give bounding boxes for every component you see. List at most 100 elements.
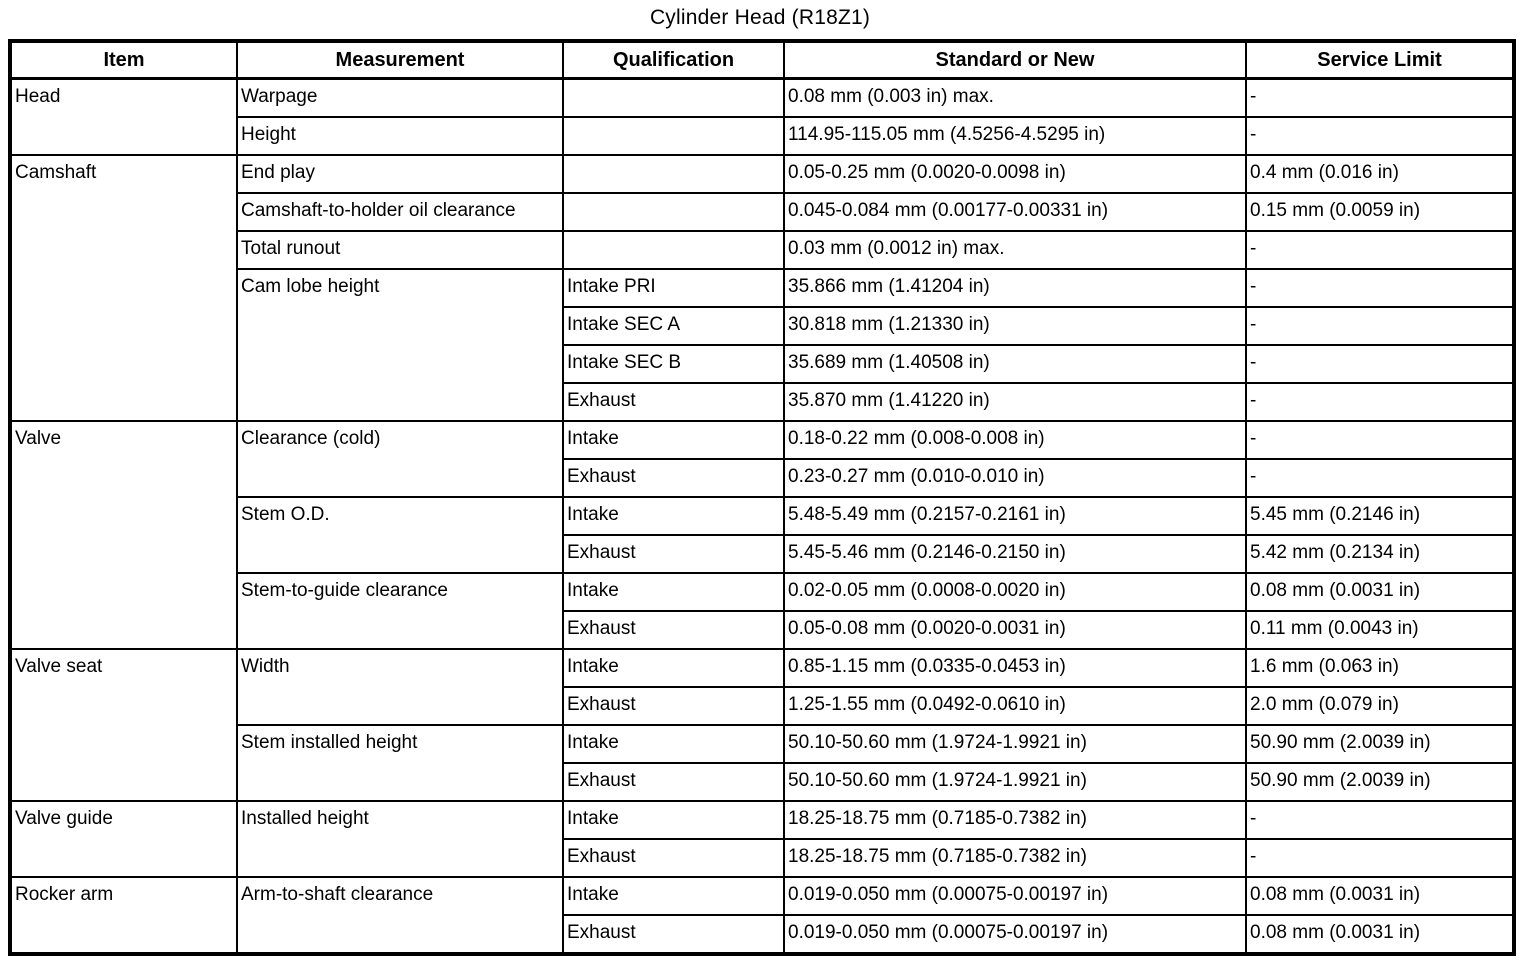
qualification-cell: Intake bbox=[562, 876, 785, 916]
table-row: Valve Clearance (cold) Intake 0.18-0.22 mm … bbox=[9, 420, 1515, 650]
measurement-cell: Total runout bbox=[236, 230, 564, 270]
table-row: Head Warpage 0.08 mm (0.003 in) max. - bbox=[9, 77, 1515, 156]
qualification-cell: Intake PRI bbox=[562, 268, 785, 308]
service-limit-cell: 0.08 mm (0.0031 in) bbox=[1245, 572, 1515, 612]
standard-cell: 18.25-18.75 mm (0.7185-0.7382 in) bbox=[783, 800, 1247, 840]
table-row: Valve guide Installed height Intake 18.25-1… bbox=[9, 800, 1515, 878]
measurement-cell: End play bbox=[236, 154, 564, 194]
standard-cell: 1.25-1.55 mm (0.0492-0.0610 in) bbox=[783, 686, 1247, 726]
measurement-cell: Camshaft-to-holder oil clearance bbox=[236, 192, 564, 232]
qualification-cell bbox=[562, 192, 785, 232]
standard-cell: 0.045-0.084 mm (0.00177-0.00331 in) bbox=[783, 192, 1247, 232]
qualification-cell: Intake bbox=[562, 648, 785, 688]
header-service-limit: Service Limit bbox=[1245, 40, 1515, 80]
measurement-cell: Height bbox=[236, 116, 564, 156]
measurement-cell: Stem O.D. bbox=[236, 496, 564, 574]
service-limit-cell: 2.0 mm (0.079 in) bbox=[1245, 686, 1515, 726]
measurement-cell: Width bbox=[236, 648, 564, 726]
spec-table: Item Measurement Qualification Standard … bbox=[8, 39, 1516, 956]
standard-cell: 5.45-5.46 mm (0.2146-0.2150 in) bbox=[783, 534, 1247, 574]
standard-cell: 18.25-18.75 mm (0.7185-0.7382 in) bbox=[783, 838, 1247, 878]
table-row: Intake SEC B 35.689 mm (1.40508 in) - bbox=[10, 344, 1515, 384]
measurement-cell: Warpage bbox=[236, 77, 564, 118]
table-row: Exhaust 5.45-5.46 mm (0.2146-0.2150 in) 5.… bbox=[10, 534, 1515, 574]
service-limit-cell: - bbox=[1245, 382, 1515, 422]
service-limit-cell: 1.6 mm (0.063 in) bbox=[1245, 648, 1515, 688]
measurement-cell: Clearance (cold) bbox=[236, 420, 564, 498]
qualification-cell: Exhaust bbox=[562, 382, 785, 422]
header-qualification: Qualification bbox=[562, 40, 785, 80]
service-limit-cell: - bbox=[1245, 306, 1515, 346]
service-limit-cell: 0.08 mm (0.0031 in) bbox=[1245, 876, 1515, 916]
standard-cell: 0.02-0.05 mm (0.0008-0.0020 in) bbox=[783, 572, 1247, 612]
service-limit-cell: 5.45 mm (0.2146 in) bbox=[1245, 496, 1515, 536]
qualification-cell bbox=[562, 154, 785, 194]
service-limit-cell: - bbox=[1245, 230, 1515, 270]
table-row: Stem-to-guide clearance Intake 0.02-0.05 m… bbox=[10, 572, 1515, 650]
qualification-cell: Exhaust bbox=[562, 534, 785, 574]
table-row: Camshaft End play 0.05-0.25 mm (0.0020-0.0… bbox=[9, 154, 1515, 422]
qualification-cell: Exhaust bbox=[562, 762, 785, 802]
standard-cell: 0.019-0.050 mm (0.00075-0.00197 in) bbox=[783, 914, 1247, 955]
measurement-cell: Stem installed height bbox=[236, 724, 564, 802]
service-limit-cell: 0.11 mm (0.0043 in) bbox=[1245, 610, 1515, 650]
service-limit-cell: - bbox=[1245, 268, 1515, 308]
item-cell: Rocker arm bbox=[9, 876, 238, 955]
table-row: Stem O.D. Intake 5.48-5.49 mm (0.2157-0.21… bbox=[10, 496, 1515, 574]
table-row: Cam lobe height Intake PRI 35.866 mm (1.41… bbox=[10, 268, 1515, 422]
table-row: Exhaust 18.25-18.75 mm (0.7185-0.7382 in)… bbox=[10, 838, 1515, 878]
qualification-cell: Exhaust bbox=[562, 458, 785, 498]
service-limit-cell: - bbox=[1245, 458, 1515, 498]
service-limit-cell: - bbox=[1245, 77, 1515, 118]
table-row: Rocker arm Arm-to-shaft clearance Intake 0.… bbox=[9, 876, 1515, 955]
standard-cell: 0.019-0.050 mm (0.00075-0.00197 in) bbox=[783, 876, 1247, 916]
standard-cell: 0.05-0.25 mm (0.0020-0.0098 in) bbox=[783, 154, 1247, 194]
qualification-cell: Exhaust bbox=[562, 914, 785, 955]
page-title: Cylinder Head (R18Z1) bbox=[649, 6, 871, 29]
standard-cell: 5.48-5.49 mm (0.2157-0.2161 in) bbox=[783, 496, 1247, 536]
service-limit-cell: 50.90 mm (2.0039 in) bbox=[1245, 724, 1515, 764]
standard-cell: 50.10-50.60 mm (1.9724-1.9921 in) bbox=[783, 724, 1247, 764]
service-limit-cell: - bbox=[1245, 838, 1515, 878]
table-row: Intake SEC A 30.818 mm (1.21330 in) - bbox=[10, 306, 1515, 346]
table-row: Exhaust 35.870 mm (1.41220 in) - bbox=[10, 382, 1515, 422]
qualification-cell: Exhaust bbox=[562, 838, 785, 878]
qualification-cell bbox=[562, 116, 785, 156]
service-limit-cell: - bbox=[1245, 116, 1515, 156]
table-row: Exhaust 1.25-1.55 mm (0.0492-0.0610 in) 2.… bbox=[10, 686, 1515, 726]
standard-cell: 114.95-115.05 mm (4.5256-4.5295 in) bbox=[783, 116, 1247, 156]
standard-cell: 50.10-50.60 mm (1.9724-1.9921 in) bbox=[783, 762, 1247, 802]
header-item: Item bbox=[9, 40, 238, 80]
qualification-cell bbox=[562, 77, 785, 118]
item-cell: Valve bbox=[9, 420, 238, 650]
header-standard: Standard or New bbox=[783, 40, 1247, 80]
service-limit-cell: - bbox=[1245, 344, 1515, 384]
service-limit-cell: 5.42 mm (0.2134 in) bbox=[1245, 534, 1515, 574]
service-limit-cell: 0.15 mm (0.0059 in) bbox=[1245, 192, 1515, 232]
item-cell: Valve seat bbox=[9, 648, 238, 802]
measurement-cell: Installed height bbox=[236, 800, 564, 878]
item-cell: Camshaft bbox=[9, 154, 238, 422]
table-row: Exhaust 0.23-0.27 mm (0.010-0.010 in) - bbox=[10, 458, 1515, 498]
measurement-cell: Cam lobe height bbox=[236, 268, 564, 422]
table-row: Height 114.95-115.05 mm (4.5256-4.5295 in… bbox=[10, 116, 1515, 156]
service-limit-cell: 0.4 mm (0.016 in) bbox=[1245, 154, 1515, 194]
table-row: Exhaust 0.019-0.050 mm (0.00075-0.00197 i… bbox=[10, 914, 1515, 955]
service-limit-cell: - bbox=[1245, 420, 1515, 460]
standard-cell: 0.03 mm (0.0012 in) max. bbox=[783, 230, 1247, 270]
service-limit-cell: - bbox=[1245, 800, 1515, 840]
standard-cell: 35.870 mm (1.41220 in) bbox=[783, 382, 1247, 422]
service-limit-cell: 0.08 mm (0.0031 in) bbox=[1245, 914, 1515, 955]
table-row: Camshaft-to-holder oil clearance 0.045-0.… bbox=[10, 192, 1515, 232]
measurement-cell: Stem-to-guide clearance bbox=[236, 572, 564, 650]
standard-cell: 0.05-0.08 mm (0.0020-0.0031 in) bbox=[783, 610, 1247, 650]
qualification-cell: Intake bbox=[562, 800, 785, 840]
table-row: Stem installed height Intake 50.10-50.60 m… bbox=[10, 724, 1515, 802]
table-row: Exhaust 0.05-0.08 mm (0.0020-0.0031 in) 0.… bbox=[10, 610, 1515, 650]
service-limit-cell: 50.90 mm (2.0039 in) bbox=[1245, 762, 1515, 802]
table-row: Total runout 0.03 mm (0.0012 in) max. - bbox=[10, 230, 1515, 270]
standard-cell: 30.818 mm (1.21330 in) bbox=[783, 306, 1247, 346]
table-row: Exhaust 50.10-50.60 mm (1.9724-1.9921 in)… bbox=[10, 762, 1515, 802]
qualification-cell: Intake bbox=[562, 496, 785, 536]
standard-cell: 0.18-0.22 mm (0.008-0.008 in) bbox=[783, 420, 1247, 460]
